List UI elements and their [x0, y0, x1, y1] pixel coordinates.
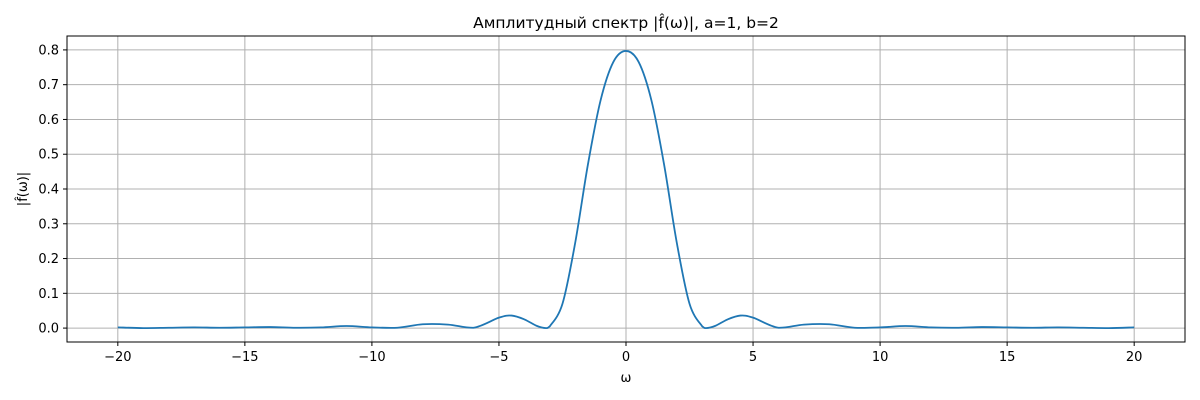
data-point	[422, 324, 423, 325]
data-point	[956, 327, 957, 328]
x-tick-label: 0	[622, 350, 630, 365]
data-point	[346, 325, 347, 326]
data-point	[168, 327, 169, 328]
data-point	[727, 319, 728, 320]
data-point	[219, 327, 220, 328]
data-point	[905, 325, 906, 326]
data-point	[117, 327, 118, 328]
data-point	[664, 164, 665, 165]
data-point	[143, 327, 144, 328]
data-point	[546, 327, 547, 328]
x-tick-label: −5	[489, 350, 508, 365]
data-point	[193, 327, 194, 328]
data-point	[587, 164, 588, 165]
data-point	[473, 327, 474, 328]
data-point	[676, 242, 677, 243]
data-point	[1134, 327, 1135, 328]
data-point	[651, 100, 652, 101]
x-tick-label: −10	[358, 350, 385, 365]
y-axis-label: |f̂(ω)|	[16, 172, 31, 206]
data-point	[498, 317, 499, 318]
x-axis-label: ω	[621, 371, 632, 386]
y-tick-label: 0.2	[38, 252, 59, 267]
y-tick-label: 0.8	[38, 43, 59, 58]
data-point	[702, 326, 703, 327]
data-point	[981, 326, 982, 327]
data-point	[562, 303, 563, 304]
x-tick-label: −15	[231, 350, 258, 365]
y-tick-label: 0.3	[38, 217, 59, 232]
data-point	[854, 327, 855, 328]
x-tick-label: −20	[104, 350, 131, 365]
series-layer	[117, 50, 1135, 329]
y-tick-label: 0.1	[38, 287, 59, 302]
data-point	[295, 327, 296, 328]
data-point	[740, 315, 741, 316]
data-point	[524, 319, 525, 320]
data-point	[511, 315, 512, 316]
ticks: −20 −15 −10 −5 0 5 10 15 20 0.0 0.1 0.2 0.3 0.4 0.5 0.6…	[38, 43, 1142, 365]
data-point	[1032, 327, 1033, 328]
data-point	[1007, 327, 1008, 328]
data-point	[1057, 327, 1058, 328]
data-point	[270, 326, 271, 327]
data-point	[448, 324, 449, 325]
data-point	[879, 327, 880, 328]
data-point	[371, 327, 372, 328]
x-tick-label: 10	[872, 350, 889, 365]
x-tick-label: 5	[749, 350, 757, 365]
y-tick-label: 0.5	[38, 148, 59, 163]
series-line	[117, 50, 1135, 329]
data-point	[549, 326, 550, 327]
y-tick-label: 0.4	[38, 183, 59, 198]
data-point	[320, 327, 321, 328]
y-tick-label: 0.7	[38, 78, 59, 93]
data-point	[397, 327, 398, 328]
x-tick-label: 20	[1126, 350, 1143, 365]
data-point	[638, 61, 639, 62]
data-point	[1108, 327, 1109, 328]
data-point	[536, 325, 537, 326]
data-point	[714, 325, 715, 326]
grid	[67, 36, 1185, 342]
data-point	[575, 242, 576, 243]
y-tick-label: 0.6	[38, 113, 59, 128]
data-point	[1083, 327, 1084, 328]
data-point	[689, 303, 690, 304]
x-tick-label: 15	[999, 350, 1016, 365]
data-point	[803, 324, 804, 325]
data-point	[244, 327, 245, 328]
chart-title: Амплитудный спектр |f̂(ω)|, a=1, b=2	[473, 13, 779, 32]
data-point	[600, 100, 601, 101]
data-point	[705, 327, 706, 328]
data-point	[829, 324, 830, 325]
data-point	[752, 317, 753, 318]
data-point	[930, 327, 931, 328]
data-point	[625, 50, 626, 51]
data-point	[613, 61, 614, 62]
y-tick-label: 0.0	[38, 322, 59, 337]
data-point	[778, 327, 779, 328]
